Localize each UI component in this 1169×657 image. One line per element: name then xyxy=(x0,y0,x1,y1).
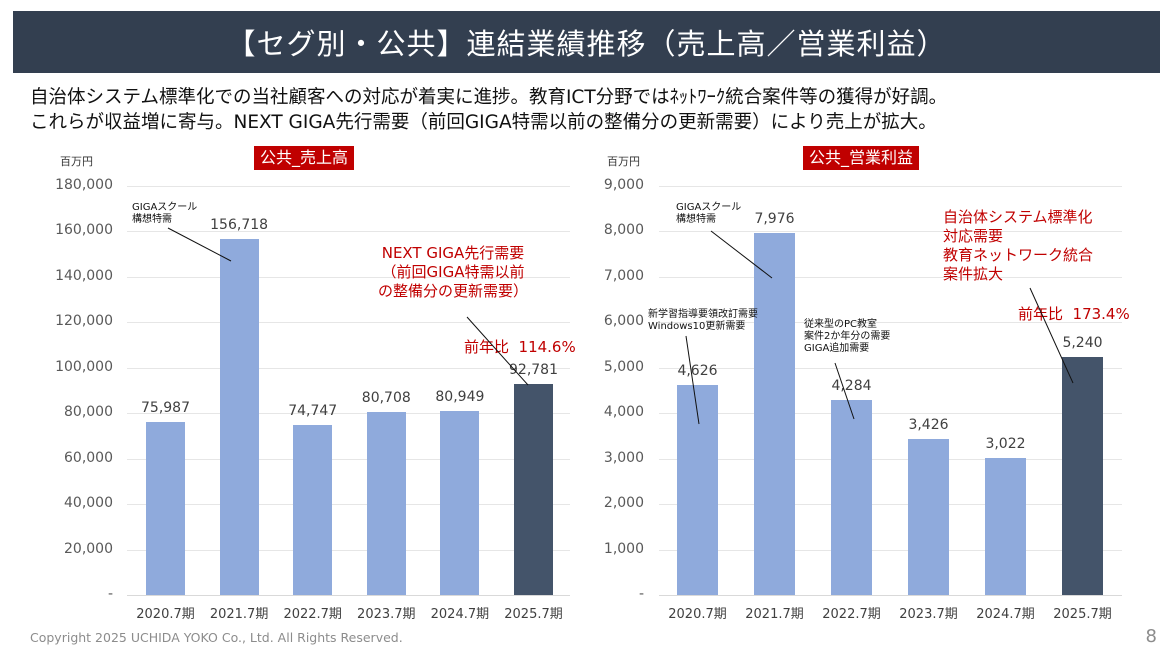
profit-value-label: 4,284 xyxy=(831,378,872,395)
page-title: 【セグ別・公共】連結業績推移（売上高／営業利益） xyxy=(226,27,947,61)
sales-bar xyxy=(146,422,185,595)
sales-x-axis-line xyxy=(127,595,570,596)
profit-bar xyxy=(831,400,872,595)
profit-value-label: 3,426 xyxy=(908,417,949,434)
sales-xtick-label: 2023.7期 xyxy=(357,607,416,622)
profit-value-label: 4,626 xyxy=(677,362,718,379)
profit-ytick-label: 5,000 xyxy=(603,358,644,375)
sales-xtick-label: 2021.7期 xyxy=(209,607,269,622)
sales-gridline xyxy=(127,367,570,369)
profit-gridline xyxy=(659,458,1122,460)
sales-gridline xyxy=(127,276,570,278)
profit-value-label: 5,240 xyxy=(1062,334,1103,351)
profit-x-axis-line xyxy=(659,595,1122,596)
profit-annotation-giga: GIGAスクール 構想特需 xyxy=(676,202,742,225)
sales-bar xyxy=(514,384,553,595)
sales-ytick-label: 180,000 xyxy=(55,177,113,193)
sales-ytick-label: 20,000 xyxy=(64,540,113,557)
profit-annotation-municipal: 自治体システム標準化 対応需要 教育ネットワーク統合 案件拡大 xyxy=(943,208,1094,283)
sales-ytick-label: 140,000 xyxy=(55,267,113,284)
sales-xtick-label: 2022.7期 xyxy=(283,607,342,622)
profit-gridline xyxy=(659,276,1122,278)
profit-gridline xyxy=(659,413,1122,415)
profit-value-label: 7,976 xyxy=(754,210,795,227)
profit-bar xyxy=(908,439,949,595)
sales-chart: 百万円 公共_売上高 180,000 160,000 140,000 120,000 1… xyxy=(55,146,576,622)
profit-gridline xyxy=(659,549,1122,551)
sales-ytick-label: 120,000 xyxy=(55,313,113,330)
profit-xtick-label: 2021.7期 xyxy=(745,607,804,622)
profit-ytick-label: 4,000 xyxy=(603,404,644,421)
profit-xtick-label: 2023.7期 xyxy=(899,607,958,622)
sales-gridline xyxy=(127,186,570,187)
sales-annotation-next-giga: NEXT GIGA先行需要 （前回GIGA特需以前 の整備分の更新需要） xyxy=(378,244,529,300)
sales-xtick-label: 2025.7期 xyxy=(504,607,563,622)
profit-yoy-label: 前年比 173.4% xyxy=(1018,305,1130,323)
sales-ytick-label: 40,000 xyxy=(64,495,113,512)
profit-xtick-label: 2022.7期 xyxy=(822,607,881,622)
sales-gridline xyxy=(127,322,570,324)
profit-ytick-label: 8,000 xyxy=(603,222,644,239)
copyright-footer: Copyright 2025 UCHIDA YOKO Co., Ltd. All… xyxy=(30,630,403,645)
profit-gridline xyxy=(659,231,1122,233)
profit-ytick-label: 1,000 xyxy=(603,540,644,557)
sales-gridline xyxy=(127,504,570,506)
profit-gridline xyxy=(659,322,1122,324)
profit-ytick-label: 2,000 xyxy=(603,495,644,512)
profit-xtick-label: 2025.7期 xyxy=(1053,607,1112,622)
sales-ytick-label: 160,000 xyxy=(55,222,113,239)
subtitle-line-2: これらが収益増に寄与。NEXT GIGA先行需要（前回GIGA特需以前の整備分の… xyxy=(30,112,937,133)
profit-ytick-label: - xyxy=(638,586,644,602)
sales-xtick-label: 2020.7期 xyxy=(136,607,195,622)
profit-ytick-label: 6,000 xyxy=(603,313,644,330)
profit-annotation-new-curriculum: 新学習指導要領改訂需要 Windows10更新需要 xyxy=(648,309,758,332)
page-number: 8 xyxy=(1145,626,1157,647)
sales-gridline xyxy=(127,413,570,415)
sales-ytick-label: 60,000 xyxy=(64,449,113,466)
page-title-bar: 【セグ別・公共】連結業績推移（売上高／営業利益） xyxy=(13,11,1160,73)
sales-gridline xyxy=(127,549,570,551)
profit-gridline xyxy=(659,504,1122,506)
sales-ytick-label: 100,000 xyxy=(55,358,113,375)
profit-chart-title: 公共_営業利益 xyxy=(803,146,920,170)
sales-xtick-label: 2024.7期 xyxy=(430,607,490,622)
subtitle-line-1: 自治体システム標準化での当社顧客への対応が着実に進捗。教育ICT分野ではﾈｯﾄﾜ… xyxy=(30,87,948,108)
profit-ytick-label: 9,000 xyxy=(603,177,644,193)
profit-ytick-label: 7,000 xyxy=(603,267,644,284)
sales-bar xyxy=(219,238,259,595)
sales-value-label: 74,747 xyxy=(288,403,338,420)
profit-xtick-label: 2024.7期 xyxy=(976,607,1035,622)
sales-value-label: 75,987 xyxy=(141,400,190,417)
sales-value-label: 80,708 xyxy=(361,389,411,406)
profit-xtick-label: 2020.7期 xyxy=(668,607,727,622)
sales-gridline xyxy=(127,458,570,460)
profit-annotation-pc-classroom: 従来型のPC教室 案件2か年分の需要 GIGA追加需要 xyxy=(804,319,891,354)
profit-bar xyxy=(754,232,795,595)
sales-chart-title: 公共_売上高 xyxy=(254,146,355,170)
sales-bar xyxy=(293,425,333,595)
profit-ytick-label: 3,000 xyxy=(603,449,644,466)
sales-bar xyxy=(440,411,480,595)
sales-value-label: 80,949 xyxy=(435,389,485,406)
profit-bar xyxy=(985,457,1026,595)
sales-annotation-giga: GIGAスクール 構想特需 xyxy=(132,202,198,225)
profit-unit-label: 百万円 xyxy=(607,155,640,168)
sales-unit-label: 百万円 xyxy=(60,155,93,168)
profit-gridline xyxy=(659,186,1122,187)
profit-gridline xyxy=(659,367,1122,369)
sales-ytick-label: 80,000 xyxy=(64,404,113,421)
sales-ytick-label: - xyxy=(107,586,113,602)
profit-value-label: 3,022 xyxy=(985,435,1026,452)
profit-bar xyxy=(677,384,718,595)
sales-gridline xyxy=(127,231,570,233)
sales-bar xyxy=(366,411,406,595)
profit-bar xyxy=(1062,356,1103,595)
